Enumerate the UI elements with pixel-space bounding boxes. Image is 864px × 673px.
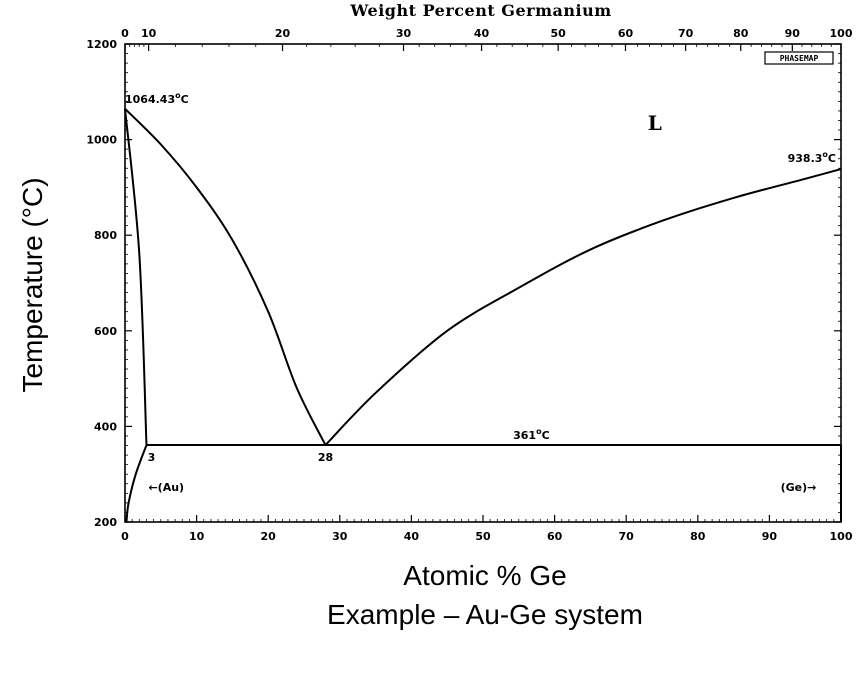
y-axis-title: Temperature (°C) [17,177,48,392]
x-tick-label: 60 [547,530,563,543]
phasemap-badge-text: PHASEMAP [780,54,819,63]
top-tick-label: 100 [830,27,853,40]
y-tick-label: 400 [94,420,117,433]
phasemap-badge [764,51,834,65]
label-au-melting-point: 1064.43oC [125,91,189,106]
label-au-solid-solution: ←(Au) [148,481,184,494]
top-tick-label: 20 [275,27,291,40]
label-ge-melting-point: 938.3oC [788,150,836,165]
x-tick-label: 70 [619,530,635,543]
label-ge-solid-solution: (Ge)→ [781,481,817,494]
axis-ticks [124,43,842,523]
y-tick-label: 1000 [86,134,117,147]
boundary-liquidus-au [124,108,327,446]
boundary-solvus-au [124,108,148,446]
top-tick-label: 60 [618,27,634,40]
top-tick-label: 40 [474,27,490,40]
top-tick-label: 50 [551,27,567,40]
y-tick-label: 800 [94,229,117,242]
plot-frame [124,43,842,523]
x-axis-title: Atomic % Ge [403,560,566,591]
boundary-liquidus-ge [324,168,842,446]
x-tick-label: 50 [475,530,491,543]
annotations: 1064.43oC 938.3oC 361oC 3 28 L ←(Au) (Ge)→ PHASE… [125,51,836,494]
top-tick-label: 10 [141,27,157,40]
x-tick-label: 90 [762,530,778,543]
x-tick-label: 80 [690,530,706,543]
phase-boundaries [124,108,842,523]
plot-border [124,43,842,523]
label-liquid-phase: L [648,111,662,135]
caption-text: Example – Au-Ge system [327,599,643,630]
x-tick-label: 0 [121,530,129,543]
top-tick-label: 80 [733,27,749,40]
axis-labels: 0 10 20 30 40 50 60 70 80 90 100200400600800100012… [86,27,852,543]
x-tick-label: 40 [404,530,420,543]
top-tick-label: 0 [121,27,129,40]
top-tick-label: 90 [785,27,801,40]
top-axis-title: Weight Percent Germanium [349,1,611,20]
x-tick-label: 100 [830,530,853,543]
x-tick-label: 20 [261,530,277,543]
x-tick-label: 30 [332,530,348,543]
y-tick-label: 200 [94,516,117,529]
y-tick-label: 600 [94,325,117,338]
boundary-solvus-lower [125,444,148,523]
x-tick-label: 10 [189,530,205,543]
top-tick-label: 70 [678,27,694,40]
y-tick-label: 1200 [86,38,117,51]
label-eutectic-composition: 28 [318,451,333,464]
label-eutectic-temperature: 361oC [513,427,550,442]
label-au-solubility: 3 [148,451,156,464]
top-tick-label: 30 [396,27,412,40]
